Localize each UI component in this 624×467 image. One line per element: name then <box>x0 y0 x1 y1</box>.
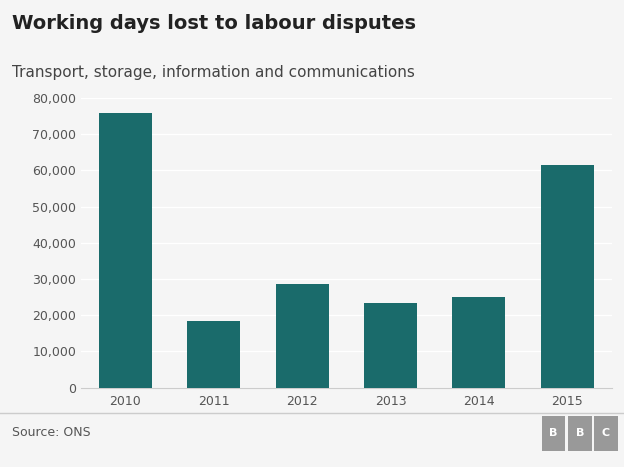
Bar <box>541 165 594 388</box>
Bar <box>364 303 417 388</box>
Text: B: B <box>549 428 558 438</box>
Bar <box>452 297 505 388</box>
Bar <box>276 284 329 388</box>
Text: Transport, storage, information and communications: Transport, storage, information and comm… <box>12 65 416 80</box>
Text: B: B <box>575 428 584 438</box>
Text: Source: ONS: Source: ONS <box>12 426 91 439</box>
Text: C: C <box>602 428 610 438</box>
Bar <box>187 321 240 388</box>
Bar <box>99 113 152 388</box>
Text: Working days lost to labour disputes: Working days lost to labour disputes <box>12 14 416 33</box>
